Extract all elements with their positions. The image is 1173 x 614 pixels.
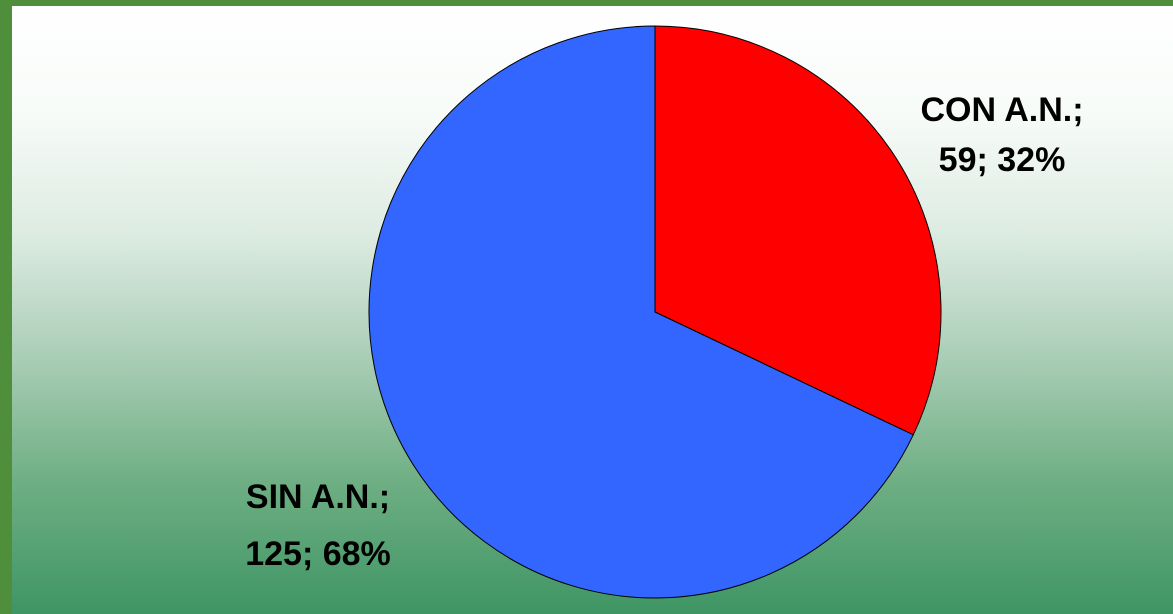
pie-slice-con-a-n [654,25,942,436]
slice-label-con-line2: 59; 32% [939,141,1066,179]
pie-slices [368,25,942,599]
slice-label-sin-line2: 125; 68% [245,535,391,573]
slice-label-con-line1: CON A.N.; [920,91,1083,129]
slice-label-sin-line1: SIN A.N.; [246,478,390,516]
pie-slice-sin-a-n [368,25,914,599]
